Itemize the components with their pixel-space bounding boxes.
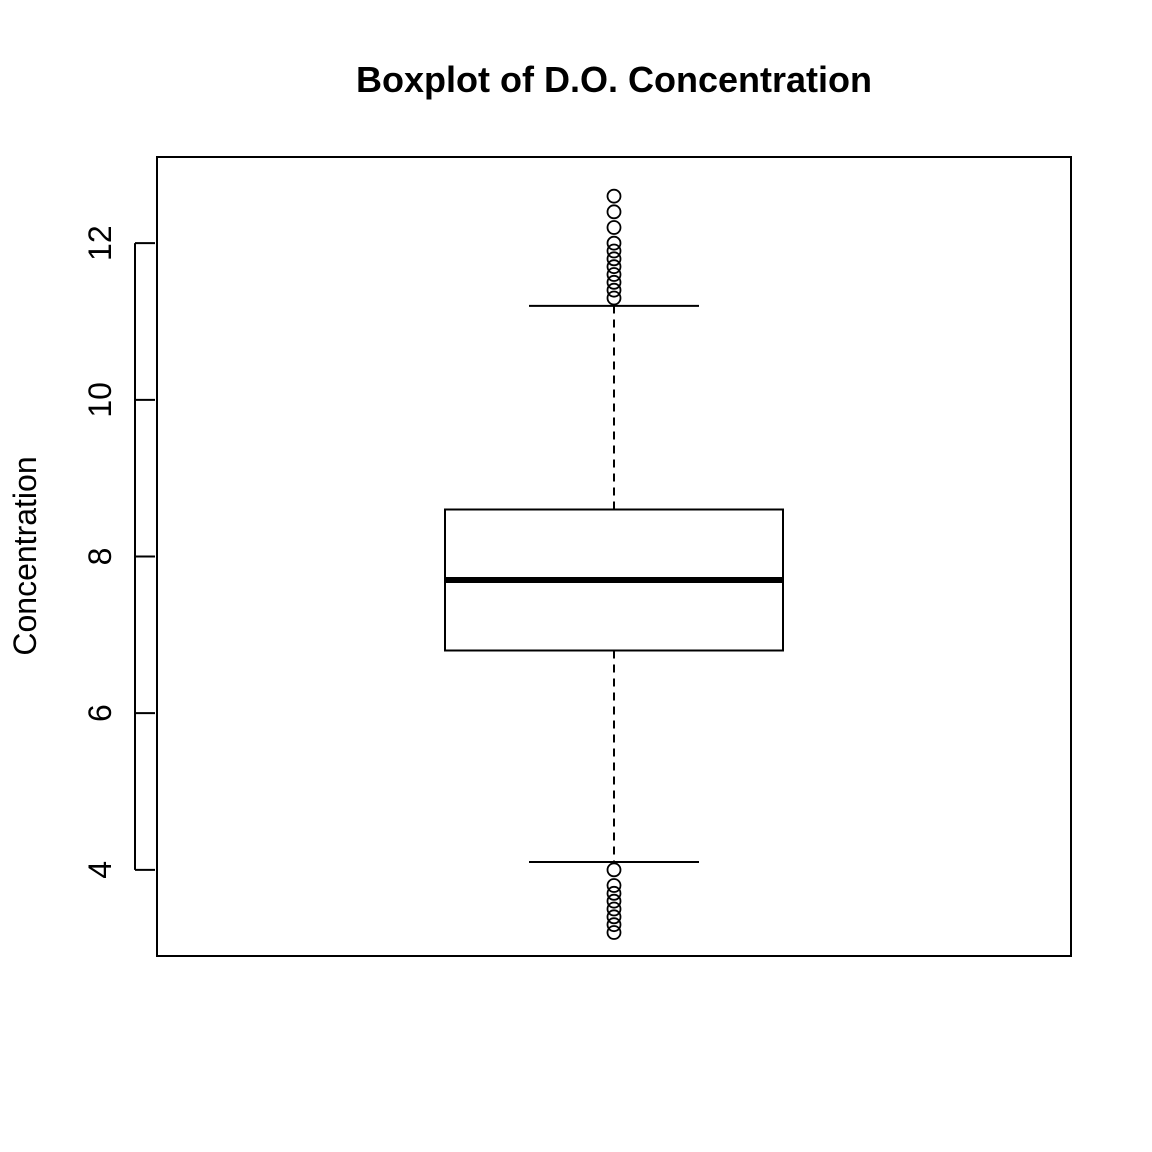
y-axis-label: Concentration xyxy=(7,456,43,655)
outlier-point xyxy=(606,862,622,878)
outlier-point xyxy=(606,878,622,893)
outlier-point xyxy=(606,235,622,251)
y-axis: 4 6 8 10 12 xyxy=(82,225,155,879)
outlier-point xyxy=(606,259,622,275)
chart-title: Boxplot of D.O. Concentration xyxy=(356,59,872,100)
outlier-point xyxy=(606,917,622,933)
y-tick-label: 8 xyxy=(82,548,118,566)
outlier-point xyxy=(606,901,622,917)
outlier-point xyxy=(606,282,622,298)
outlier-point xyxy=(606,243,622,259)
y-tick-label: 6 xyxy=(82,704,118,722)
y-tick-label: 10 xyxy=(82,382,118,418)
outlier-point xyxy=(606,885,622,901)
y-tick-label: 4 xyxy=(82,861,118,879)
outlier-point xyxy=(606,290,622,306)
outlier-point xyxy=(606,909,622,925)
outlier-point xyxy=(606,925,622,940)
outlier-point xyxy=(606,188,622,204)
y-tick-label: 12 xyxy=(82,225,118,261)
outlier-point xyxy=(606,251,622,267)
outlier-point xyxy=(606,220,622,235)
box-marks xyxy=(444,188,784,940)
outlier-point xyxy=(606,267,622,282)
outlier-point xyxy=(606,893,622,909)
outlier-point xyxy=(606,274,622,290)
outlier-point xyxy=(606,204,622,220)
plot-frame xyxy=(156,156,1072,957)
